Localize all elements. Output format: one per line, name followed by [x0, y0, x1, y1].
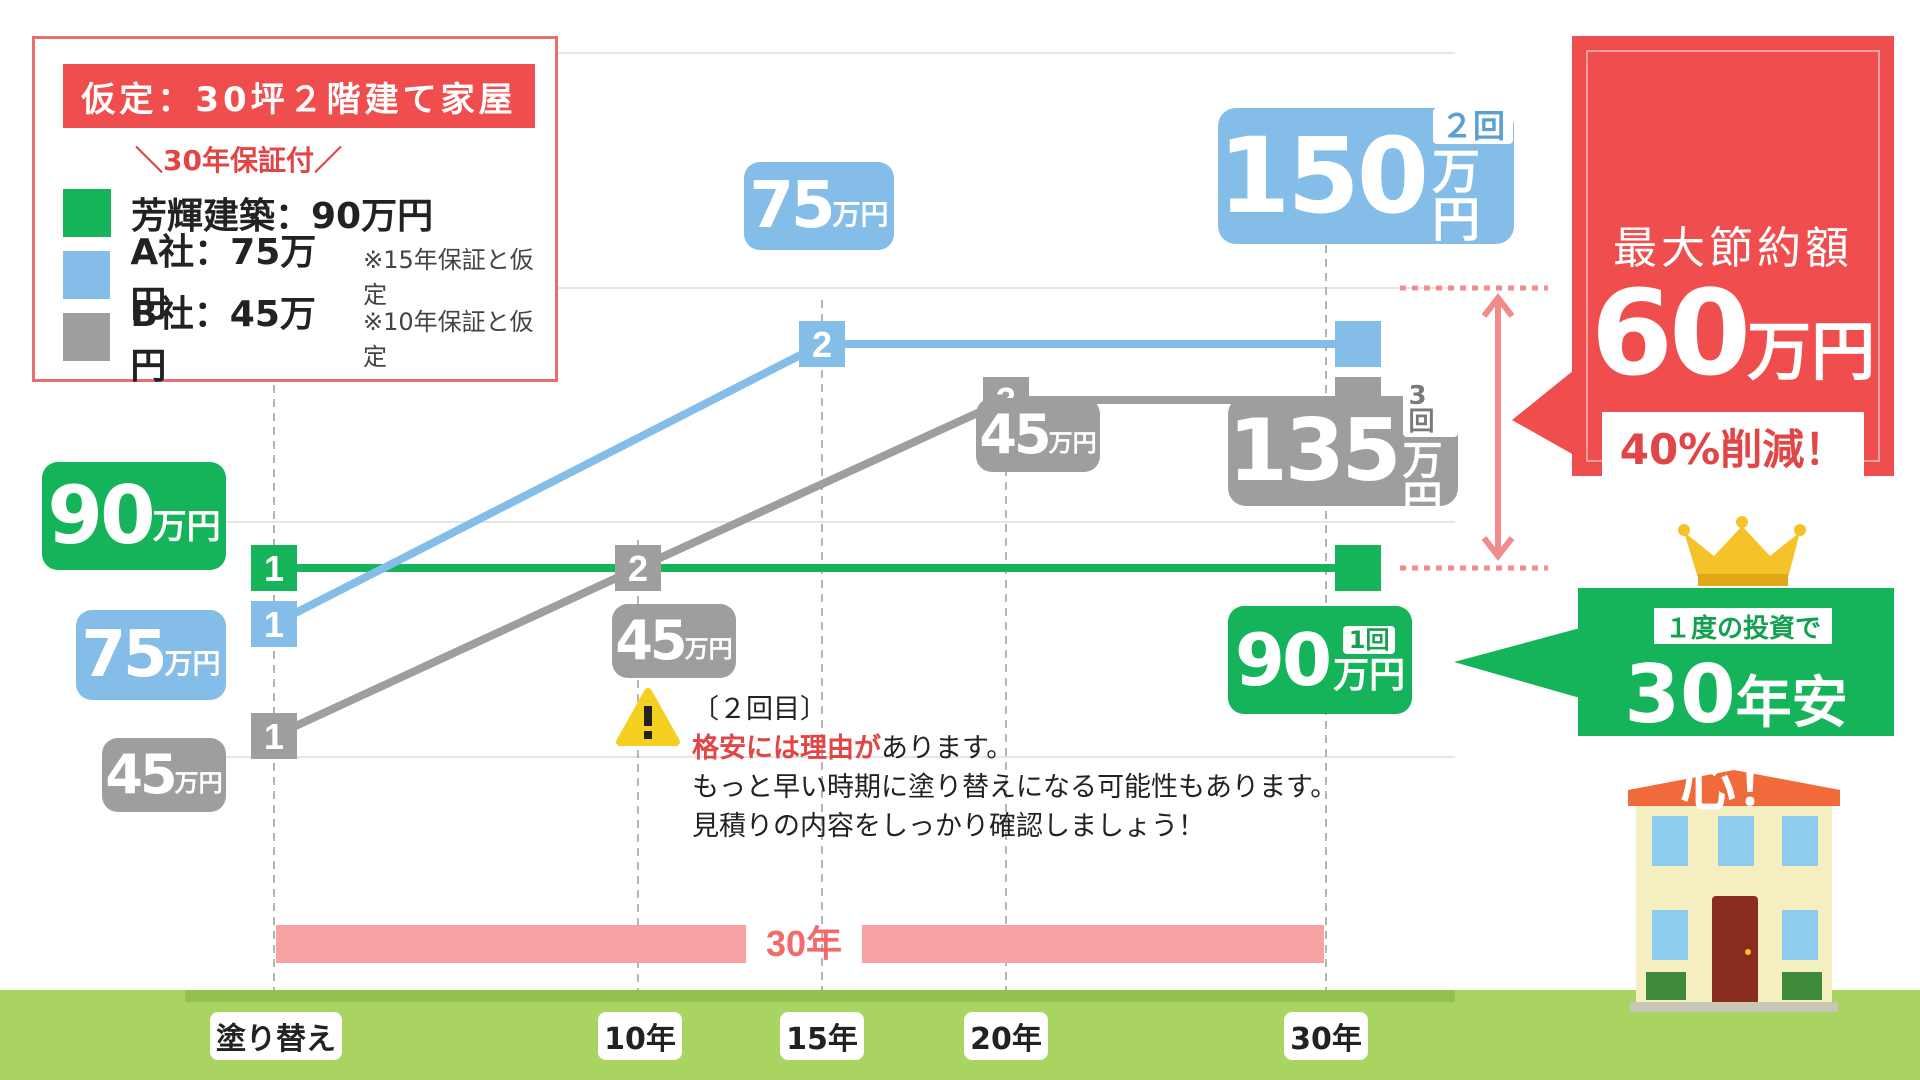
legend-swatch	[63, 251, 111, 299]
legend-header: 仮定：30坪２階建て家屋	[63, 64, 535, 128]
point-marker-b-1	[615, 545, 661, 591]
banner-top: １度の投資で	[1654, 608, 1832, 644]
savings-indicator	[1400, 285, 1548, 571]
period-bar-right	[862, 925, 1324, 963]
point-marker-a-1	[799, 321, 845, 368]
promo-pointer	[1512, 370, 1574, 455]
point-marker-a-0	[251, 600, 297, 647]
point-label-a-0: 1	[264, 604, 284, 645]
callout-b-10: 45 万円	[612, 604, 736, 678]
legend-item-b: B社：45万円 ※10年保証と仮定	[63, 294, 555, 387]
legend-name: B社：45万円	[130, 294, 316, 387]
warning-highlight: 格安には理由が	[692, 733, 881, 764]
legend-item-houki: 芳輝建築：90万円	[63, 185, 433, 241]
point-marker-houki-1	[1335, 545, 1381, 591]
legend-swatch	[63, 189, 111, 237]
count-badge: 3回	[1402, 381, 1458, 437]
x-tick-label: 30年	[1284, 1012, 1368, 1060]
crown-icon	[1678, 516, 1806, 586]
legend-note: ※10年保証と仮定	[362, 308, 534, 371]
warning-line3: 見積りの内容をしっかり確認しましょう！	[692, 811, 1205, 842]
callout-a-total: 150 ２回 万円	[1218, 108, 1514, 244]
point-label-a-1: 2	[812, 324, 832, 365]
x-tick-label: 15年	[780, 1012, 864, 1060]
point-label-b-0: 1	[264, 716, 284, 757]
x-tick-label: 塗り替え	[210, 1012, 342, 1060]
series-line-b	[272, 396, 1358, 740]
banner-main: 30年安心！	[1624, 648, 1848, 819]
warning-line2: もっと早い時期に塗り替えになる可能性もあります。	[692, 772, 1338, 803]
point-label-b-1: 2	[628, 548, 648, 589]
callout-b-20: 45 万円	[976, 398, 1100, 472]
warning-note: 〔２回目〕 格安には理由があります。 もっと早い時期に塗り替えになる可能性もあり…	[692, 690, 1337, 846]
promo-amount: 60万円	[1590, 264, 1876, 402]
x-tick-label: 20年	[964, 1012, 1048, 1060]
legend-box: 仮定：30坪２階建て家屋 ＼30年保証付／ 芳輝建築：90万円 A社：75万円 …	[32, 36, 558, 387]
callout-b-total: 135 3回 万円	[1228, 381, 1458, 521]
point-marker-houki-0	[251, 545, 297, 591]
promise-banner: １度の投資で 30年安心！	[1578, 588, 1894, 819]
warning-icon	[616, 688, 680, 746]
period-label: 30年	[766, 923, 842, 964]
legend-note: ※15年保証と仮定	[363, 246, 534, 309]
ground-strip	[185, 990, 1455, 1002]
callout-a-15: 75 万円	[744, 162, 894, 250]
point-marker-a-2	[1335, 321, 1381, 368]
house-icon	[1628, 770, 1840, 1012]
count-badge: ２回	[1433, 108, 1514, 144]
start-label-houki: 90 万円	[42, 462, 226, 570]
legend-swatch	[63, 313, 111, 361]
banner-pointer	[1454, 628, 1580, 698]
promo-box: 最大節約額 60万円 40%削減！	[1572, 36, 1894, 480]
point-marker-b-0	[251, 712, 297, 759]
callout-houki-total: 90 1回 万円	[1228, 606, 1412, 714]
warning-title: 〔２回目〕	[692, 694, 827, 725]
promo-title: 最大節約額	[1613, 223, 1853, 274]
start-label-a: 75 万円	[76, 610, 226, 700]
legend-sub: ＼30年保証付／	[135, 144, 342, 177]
count-badge: 1回	[1342, 626, 1396, 654]
warning-rest: あります。	[881, 733, 1014, 764]
legend-name: A社：75万円	[130, 232, 317, 325]
period-bar-left	[276, 925, 746, 963]
legend-item-a: A社：75万円 ※15年保証と仮定	[63, 232, 555, 325]
x-tick-label: 10年	[598, 1012, 682, 1060]
promo-cut: 40%削減！	[1602, 412, 1864, 480]
point-label-houki-0: 1	[264, 548, 284, 589]
start-label-b: 45 万円	[102, 738, 226, 812]
legend-name: 芳輝建築：90万円	[131, 196, 434, 237]
